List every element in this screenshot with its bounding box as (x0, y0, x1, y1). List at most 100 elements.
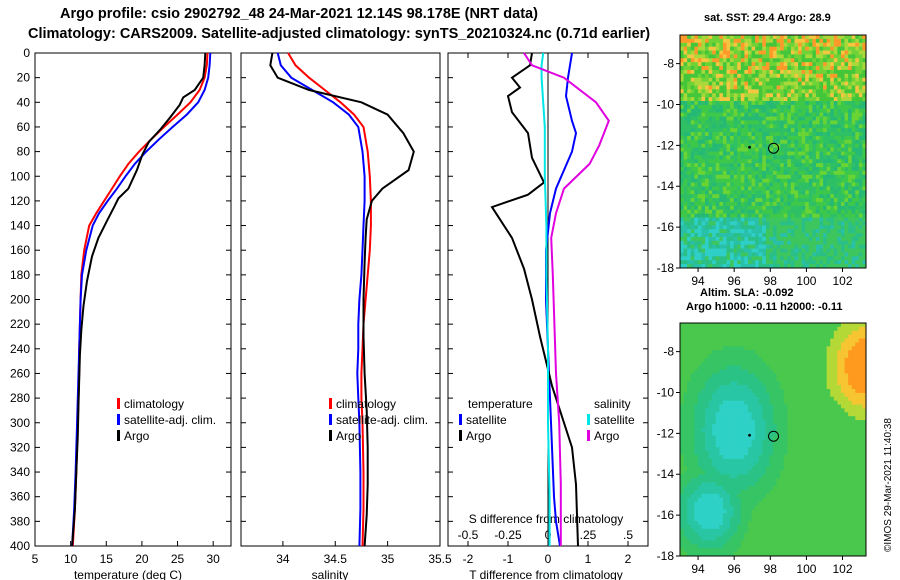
heatmap-cell (773, 104, 777, 110)
heatmap-cell (708, 174, 713, 180)
heatmap-cell (840, 139, 845, 145)
heatmap-cell (848, 354, 853, 359)
heatmap-cell (833, 104, 838, 110)
heatmap-cell (737, 120, 742, 125)
heatmap-cell (722, 404, 727, 409)
heatmap-cell (823, 236, 828, 242)
heatmap-cell (833, 431, 838, 437)
heatmap-cell (798, 155, 803, 160)
heatmap-cell (747, 108, 752, 114)
heatmap-cell (798, 244, 803, 249)
heatmap-cell (712, 381, 717, 386)
heatmap-cell (712, 46, 717, 51)
heatmap-cell (790, 354, 795, 359)
heatmap-cell (751, 423, 756, 429)
heatmap-cell (855, 346, 860, 351)
heatmap-cell (747, 244, 752, 249)
heatmap-cell (844, 182, 849, 187)
heatmap-cell (823, 112, 828, 117)
heatmap-cell (740, 244, 745, 249)
heatmap-cell (858, 73, 863, 79)
heatmap-cell (737, 178, 742, 183)
heatmap-cell (737, 205, 742, 211)
heatmap-cell (805, 412, 810, 417)
heatmap-cell (683, 354, 688, 359)
heatmap-cell (790, 396, 795, 402)
heatmap-cell (780, 354, 785, 359)
heatmap-cell (858, 93, 863, 98)
heatmap-cell (808, 217, 813, 222)
heatmap-cell (840, 116, 845, 121)
heatmap-cell (715, 400, 720, 405)
heatmap-cell (830, 35, 835, 40)
heatmap-cell (848, 35, 853, 40)
heatmap-cell (690, 170, 695, 176)
heatmap-cell (712, 260, 717, 265)
heatmap-cell (697, 69, 702, 75)
heatmap-cell (730, 217, 735, 222)
heatmap-cell (851, 416, 856, 421)
heatmap-cell (844, 392, 849, 398)
heatmap-cell (705, 423, 710, 429)
heatmap-cell (844, 190, 849, 195)
heatmap-cell (858, 392, 863, 398)
heatmap-cell (733, 373, 738, 378)
heatmap-cell (762, 248, 767, 253)
heatmap-cell (798, 132, 803, 137)
heatmap-cell (712, 346, 717, 351)
heatmap-cell (762, 334, 767, 339)
heatmap-cell (819, 93, 824, 98)
heatmap-cell (719, 151, 724, 156)
heatmap-cell (837, 396, 842, 402)
heatmap-cell (758, 420, 763, 425)
heatmap-cell (783, 381, 788, 386)
heatmap-cell (755, 58, 760, 63)
heatmap-cell (851, 104, 856, 110)
x-tick-label: 98 (764, 274, 778, 288)
heatmap-cell (773, 54, 777, 59)
heatmap-cell (712, 439, 717, 444)
heatmap-cell (776, 350, 781, 355)
heatmap-cell (815, 139, 820, 145)
heatmap-cell (690, 233, 695, 238)
heatmap-cell (862, 151, 867, 156)
heatmap-cell (808, 357, 813, 363)
heatmap-cell (701, 416, 706, 421)
heatmap-cell (765, 338, 770, 343)
heatmap-cell (769, 342, 774, 347)
heatmap-cell (690, 139, 695, 145)
heatmap-cell (808, 439, 813, 444)
heatmap-cell (773, 89, 777, 94)
heatmap-cell (815, 89, 820, 94)
heatmap-cell (794, 116, 799, 121)
heatmap-cell (712, 361, 717, 367)
heatmap-cell (840, 361, 845, 367)
heatmap-cell (708, 170, 713, 176)
heatmap-cell (708, 151, 713, 156)
heatmap-cell (687, 408, 692, 413)
heatmap-cell (840, 58, 845, 63)
heatmap-cell (798, 38, 803, 44)
heatmap-cell (783, 50, 788, 55)
heatmap-cell (705, 69, 710, 75)
heatmap-cell (762, 120, 767, 125)
heatmap-cell (837, 170, 842, 176)
heatmap-cell (715, 323, 720, 328)
heatmap-cell (855, 365, 860, 370)
heatmap-cell (733, 389, 738, 394)
heatmap-cell (773, 38, 777, 44)
heatmap-cell (730, 377, 735, 382)
x-tick-label: 15 (100, 552, 114, 566)
heatmap-cell (755, 155, 760, 160)
heatmap-cell (840, 244, 845, 249)
heatmap-cell (683, 240, 688, 246)
heatmap-cell (773, 62, 777, 67)
x-tick-label: -1 (503, 552, 514, 566)
heatmap-cell (819, 420, 824, 425)
heatmap-cell (708, 143, 713, 149)
heatmap-cell (733, 190, 738, 195)
heatmap-cell (687, 373, 692, 378)
heatmap-cell (755, 178, 760, 183)
heatmap-cell (744, 66, 749, 71)
